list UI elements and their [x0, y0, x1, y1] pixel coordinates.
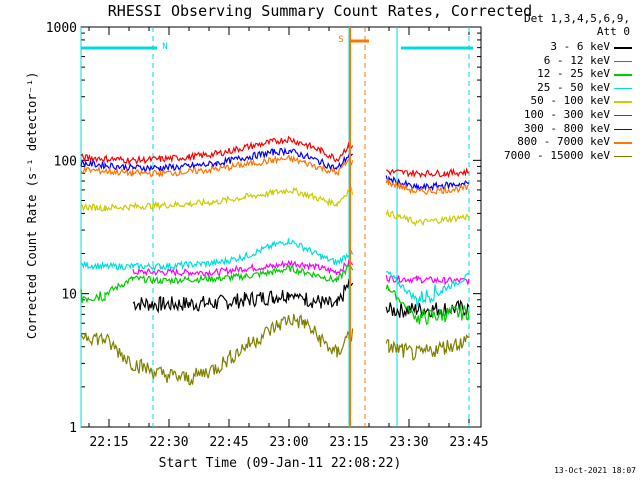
x-tick-label: 23:15 — [329, 435, 368, 450]
legend-label: 6 - 12 keV — [543, 53, 610, 67]
legend-swatch — [614, 101, 632, 103]
series-line-5 — [80, 135, 470, 179]
legend-item: 6 - 12 keV — [484, 54, 634, 68]
annotation-label: S — [338, 35, 343, 45]
legend-header-line-1: Det 1,3,4,5,6,9, — [524, 12, 630, 25]
y-tick-label: 1000 — [46, 21, 77, 36]
series-line-3 — [80, 238, 470, 308]
series-line-4 — [80, 186, 470, 227]
legend-swatch — [614, 60, 632, 63]
legend-label: 12 - 25 keV — [537, 67, 610, 81]
legend-item: 300 - 800 keV — [484, 122, 634, 136]
annotation-label: N — [162, 42, 167, 52]
x-tick-label: 22:30 — [149, 435, 188, 450]
x-axis-label: Start Time (09-Jan-11 22:08:22) — [158, 456, 402, 471]
legend-item: 50 - 100 keV — [484, 94, 634, 108]
series-line-8 — [80, 313, 470, 386]
x-tick-label: 23:45 — [449, 435, 488, 450]
x-tick-label: 23:30 — [389, 435, 428, 450]
plot-frame — [80, 26, 482, 428]
legend-swatch — [614, 128, 632, 131]
x-tick-label: 23:00 — [269, 435, 308, 450]
y-tick-label: 10 — [61, 288, 77, 303]
legend-swatch — [614, 155, 632, 158]
chart-title: RHESSI Observing Summary Count Rates, Co… — [107, 2, 533, 20]
legend-header-line-2: Att 0 — [596, 25, 630, 38]
x-tick-label: 22:15 — [89, 435, 128, 450]
legend-label: 3 - 6 keV — [550, 40, 610, 53]
x-tick-label: 22:45 — [209, 435, 248, 450]
series-line-0 — [132, 279, 470, 318]
legend-item: 12 - 25 keV — [484, 67, 634, 81]
plot-timestamp: 13-Oct-2021 18:07 — [554, 466, 636, 475]
legend-header: Det 1,3,4,5,6,9, Att 0 — [500, 12, 630, 38]
legend-swatch — [614, 87, 632, 90]
y-tick-label: 1 — [69, 421, 77, 436]
legend-swatch — [614, 114, 632, 117]
legend-item: 25 - 50 keV — [484, 81, 634, 95]
series-line-1 — [132, 259, 470, 287]
series-line-7 — [80, 154, 470, 196]
legend-label: 800 - 7000 keV — [517, 135, 610, 149]
legend-item: 800 - 7000 keV — [484, 135, 634, 149]
legend-item: 100 - 300 keV — [484, 108, 634, 122]
legend-swatch — [614, 74, 632, 76]
legend-swatch — [614, 142, 632, 144]
legend-item: 7000 - 15000 keV — [484, 149, 634, 163]
legend-swatch — [614, 47, 632, 49]
y-tick-label: 100 — [54, 154, 77, 169]
legend-label: 300 - 800 keV — [523, 121, 610, 135]
legend-label: 7000 - 15000 keV — [504, 148, 610, 162]
y-axis-label: Corrected Count Rate (s⁻¹ detector⁻¹) — [25, 71, 39, 339]
legend: 3 - 6 keV 6 - 12 keV 12 - 25 keV 25 - 50 ke… — [484, 40, 634, 162]
legend-item: 3 - 6 keV — [484, 40, 634, 54]
legend-label: 100 - 300 keV — [523, 107, 610, 121]
legend-label: 25 - 50 keV — [537, 80, 610, 94]
series-line-2 — [80, 263, 470, 326]
series-line-6 — [80, 146, 470, 192]
legend-label: 50 - 100 keV — [530, 94, 610, 108]
